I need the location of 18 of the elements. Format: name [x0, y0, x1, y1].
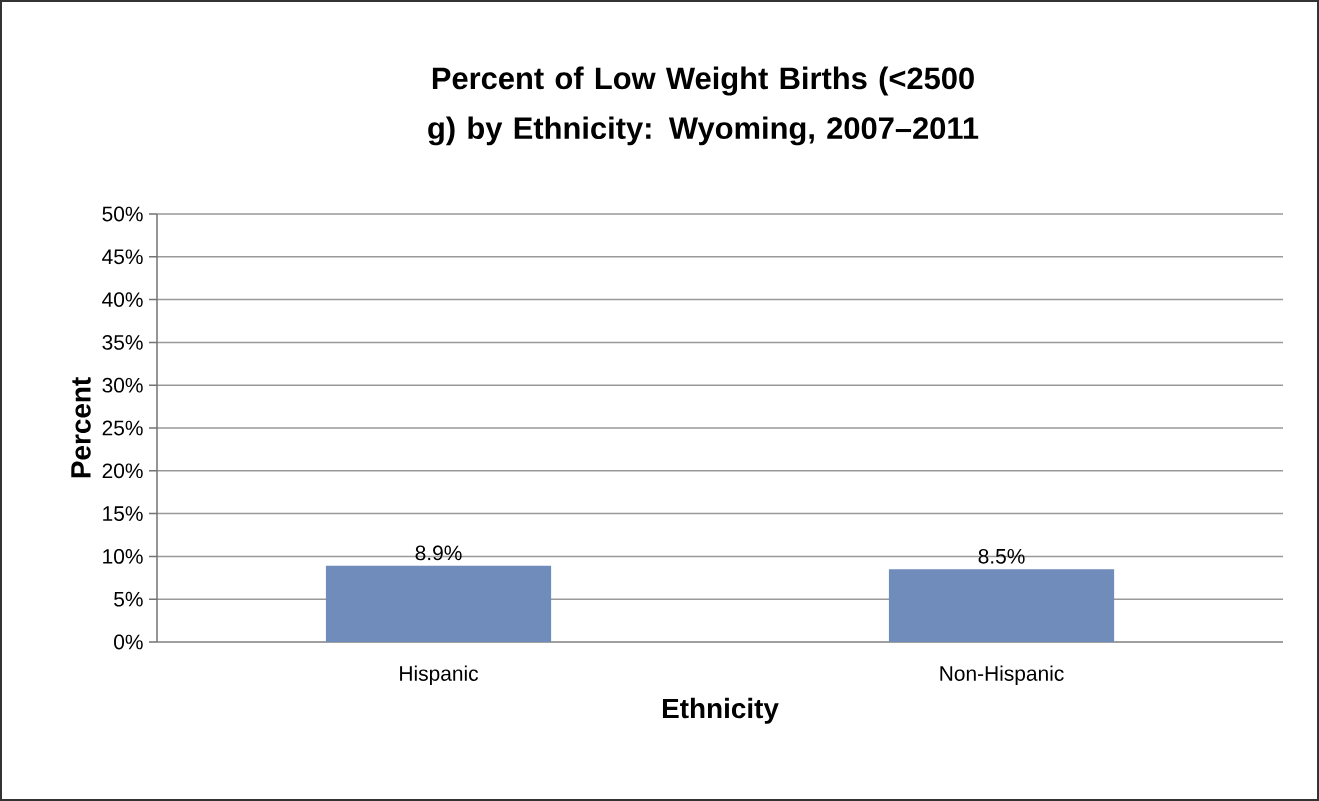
y-tick-label: 5%	[114, 591, 143, 607]
y-tick-label: 0%	[114, 634, 143, 650]
y-tick-label: 20%	[102, 463, 143, 479]
data-label: 8.9%	[415, 545, 462, 561]
x-axis-title: Ethnicity	[662, 697, 779, 724]
y-tick-label: 30%	[102, 377, 143, 393]
y-tick-label: 35%	[102, 334, 143, 350]
y-axis-title: Percent	[71, 377, 91, 478]
x-tick-label: Non-Hispanic	[940, 665, 1064, 686]
x-tick-label: Hispanic	[400, 665, 479, 686]
y-tick-label: 45%	[102, 249, 143, 265]
y-tick-label: 40%	[102, 292, 143, 307]
chart-title: Percent of Low Weight Births (<2500 g) by Ethnicity: Wyoming, 2007–2011	[428, 66, 979, 146]
y-tick-label: 25%	[102, 420, 143, 436]
y-tick-label: 15%	[103, 506, 143, 521]
data-label: 8.5%	[978, 548, 1025, 564]
y-tick-label: 10%	[103, 548, 143, 564]
y-tick-label: 50%	[102, 206, 143, 222]
